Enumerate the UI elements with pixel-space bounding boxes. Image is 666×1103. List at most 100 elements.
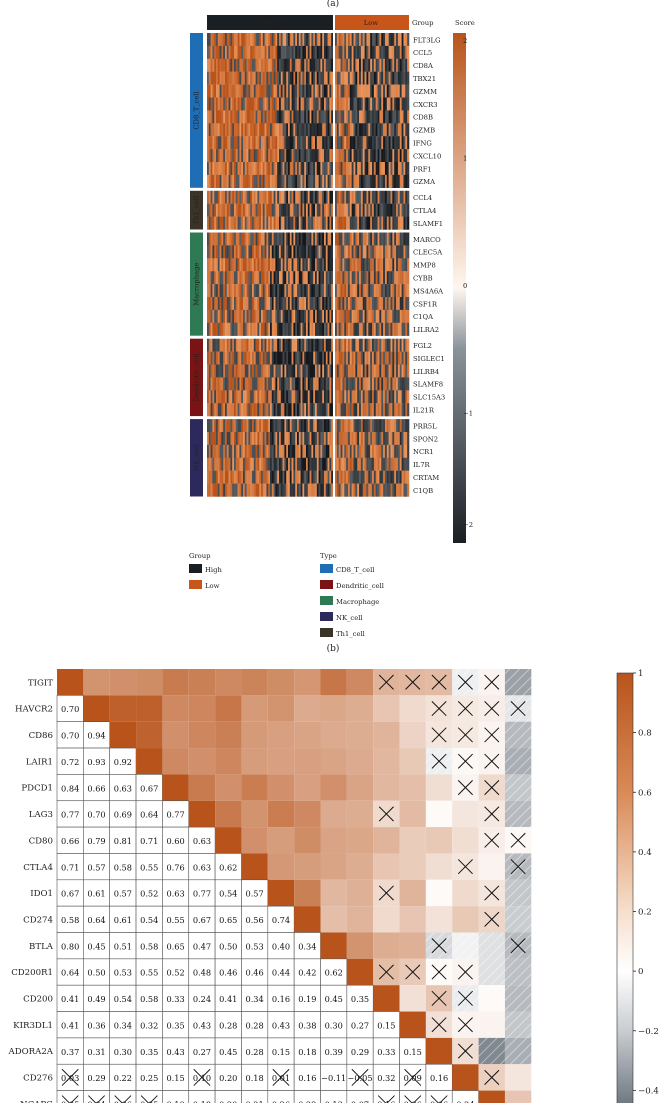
heatmap-cell [275, 470, 278, 484]
correlation-diagonal-cell [373, 985, 400, 1012]
heatmap-cell [250, 483, 253, 497]
heatmap-cell [338, 444, 341, 458]
heatmap-cell [405, 97, 408, 111]
heatmap-cell [311, 97, 314, 111]
heatmap-cell [307, 45, 310, 59]
heatmap-cell [221, 390, 224, 404]
heatmap-cell [291, 71, 294, 85]
heatmap-cell [266, 322, 269, 336]
heatmap-cell [342, 390, 345, 404]
heatmap-cell [300, 162, 303, 176]
heatmap-cell [335, 284, 338, 298]
heatmap-cell [379, 149, 382, 163]
heatmap-cell [246, 444, 249, 458]
correlation-row-label: NCAPG [20, 1100, 53, 1103]
heatmap-cell [255, 444, 258, 458]
heatmap-cell [219, 322, 222, 336]
heatmap-cell [302, 403, 305, 417]
heatmap-cell [210, 203, 213, 217]
heatmap-cell [250, 190, 253, 204]
heatmap-cell [289, 203, 292, 217]
heatmap-cell [230, 284, 233, 298]
heatmap-cell [300, 136, 303, 150]
heatmap-cell [364, 232, 367, 246]
heatmap-cell [280, 71, 283, 85]
heatmap-cell [225, 403, 228, 417]
heatmap-cell [246, 364, 249, 378]
heatmap-cell [298, 203, 301, 217]
heatmap-cell [313, 258, 316, 272]
heatmap-cell [297, 271, 300, 285]
heatmap-cell [336, 390, 339, 404]
correlation-value: 0.37 [61, 1047, 79, 1057]
heatmap-cell [284, 245, 287, 259]
heatmap-cell [364, 322, 367, 336]
heatmap-cell [327, 483, 330, 497]
heatmap-cell [384, 190, 388, 204]
heatmap-cell [394, 457, 397, 471]
heatmap-cell [253, 432, 256, 446]
heatmap-cell [255, 245, 258, 259]
heatmap-cell [355, 149, 358, 163]
heatmap-cell [253, 149, 256, 163]
heatmap-cell [243, 457, 246, 471]
heatmap-cell [297, 309, 300, 323]
heatmap-cell [297, 110, 300, 124]
heatmap-cell [230, 322, 233, 336]
heatmap-cell [359, 351, 362, 365]
insignificant-cross [61, 1095, 71, 1103]
heatmap-cell [336, 162, 339, 176]
correlation-color-cell [504, 1064, 532, 1091]
heatmap-cell [381, 110, 384, 124]
heatmap-cell [366, 309, 369, 323]
heatmap-cell [252, 245, 255, 259]
heatmap-cell [307, 284, 310, 298]
heatmap-cell [243, 84, 246, 98]
heatmap-cell [311, 149, 314, 163]
heatmap-cell [279, 297, 282, 311]
heatmap-cell [219, 162, 222, 176]
heatmap-cell [392, 258, 395, 272]
heatmap-cell [280, 174, 283, 188]
heatmap-cell [373, 390, 376, 404]
heatmap-cell [370, 110, 373, 124]
heatmap-cell [346, 123, 349, 137]
heatmap-cell [331, 338, 334, 352]
heatmap-cell [288, 377, 291, 391]
heatmap-cell [394, 45, 397, 59]
correlation-value: 0.67 [193, 915, 211, 925]
heatmap-cell [370, 322, 373, 336]
heatmap-cell [357, 364, 360, 378]
heatmap-cell [399, 174, 402, 188]
heatmap-cell [295, 364, 298, 378]
heatmap-cell [399, 403, 402, 417]
heatmap-cell [364, 271, 367, 285]
heatmap-cell [262, 338, 265, 352]
correlation-value-cell [346, 1011, 374, 1039]
heatmap-cell [234, 84, 237, 98]
gene-label: CCL5 [413, 49, 432, 57]
heatmap-cell [275, 216, 278, 230]
heatmap-cell [364, 284, 367, 298]
heatmap-cell [232, 258, 235, 272]
heatmap-cell [377, 309, 380, 323]
heatmap-cell [228, 351, 231, 365]
heatmap-cell [217, 149, 220, 163]
heatmap-cell [214, 432, 217, 446]
heatmap-cell [396, 97, 399, 111]
heatmap-cell [248, 190, 251, 204]
heatmap-cell [384, 309, 388, 323]
heatmap-cell [289, 174, 292, 188]
heatmap-cell [282, 33, 285, 47]
heatmap-cell [351, 216, 354, 230]
heatmap-cell [309, 271, 312, 285]
insignificant-cross [484, 753, 500, 769]
heatmap-cell [289, 351, 292, 365]
heatmap-cell [230, 232, 233, 246]
heatmap-cell [320, 309, 323, 323]
heatmap-cell [379, 45, 382, 59]
heatmap-cell [214, 309, 217, 323]
correlation-color-cell [425, 879, 453, 907]
heatmap-cell [293, 432, 296, 446]
heatmap-cell [355, 245, 358, 259]
